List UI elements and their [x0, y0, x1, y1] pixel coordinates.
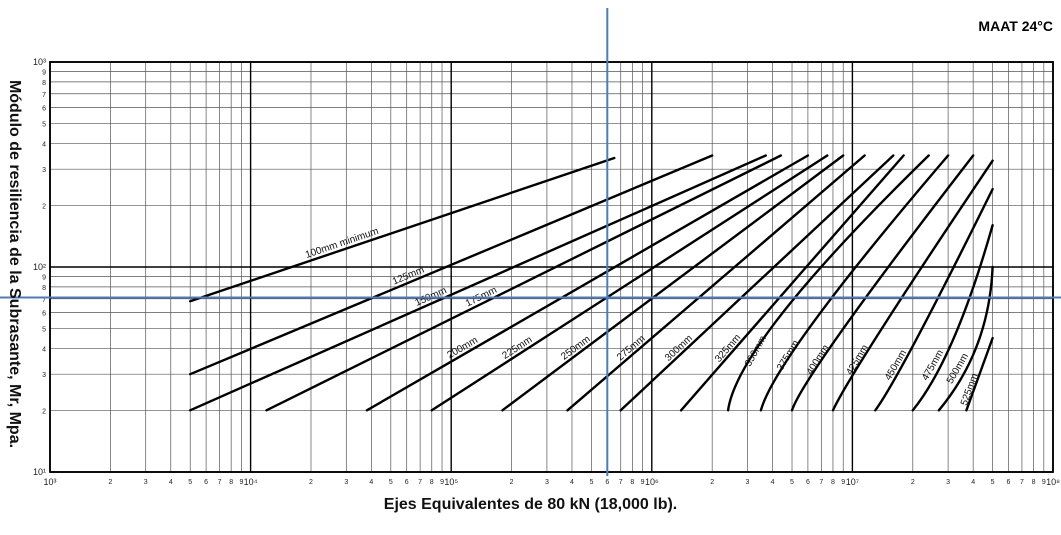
x-minor-tick-label: 5 [991, 479, 995, 486]
x-minor-tick-label: 4 [169, 479, 173, 486]
y-minor-tick-label: 2 [42, 203, 46, 210]
y-minor-tick-label: 9 [42, 69, 46, 76]
curve-line [790, 154, 975, 412]
y-minor-tick-label: 4 [42, 142, 46, 149]
y-major-tick-label: 10² [33, 262, 46, 272]
curve-line [679, 154, 905, 412]
y-minor-tick-label: 3 [42, 372, 46, 379]
y-major-tick-label: 10¹ [33, 467, 46, 477]
y-minor-tick-label: 8 [42, 285, 46, 292]
x-minor-tick-label: 5 [188, 479, 192, 486]
x-minor-tick-label: 5 [389, 479, 393, 486]
curve-line [189, 154, 767, 412]
x-minor-tick-label: 3 [545, 479, 549, 486]
x-minor-tick-label: 7 [418, 479, 422, 486]
x-minor-tick-label: 7 [819, 479, 823, 486]
x-major-tick-label: 10⁵ [444, 477, 458, 487]
y-minor-tick-label: 6 [42, 310, 46, 317]
y-minor-tick-label: 6 [42, 105, 46, 112]
x-major-tick-label: 10⁷ [846, 477, 859, 487]
y-minor-tick-label: 5 [42, 327, 46, 334]
x-minor-tick-label: 2 [309, 479, 313, 486]
x-minor-tick-label: 4 [369, 479, 373, 486]
x-minor-tick-label: 3 [946, 479, 950, 486]
x-minor-tick-label: 9 [440, 479, 444, 486]
x-minor-tick-label: 7 [218, 479, 222, 486]
curve-label: 250mm [559, 334, 592, 363]
curve-line [911, 224, 994, 412]
x-minor-tick-label: 6 [204, 479, 208, 486]
y-minor-tick-label: 8 [42, 80, 46, 87]
x-minor-tick-label: 2 [510, 479, 514, 486]
curve-label: 400mm [805, 343, 832, 377]
curve-label: 100mm minimum [304, 226, 380, 261]
x-minor-tick-label: 9 [1042, 479, 1046, 486]
x-minor-tick-label: 5 [589, 479, 593, 486]
curve-line [619, 154, 895, 412]
x-major-tick-label: 10⁸ [1046, 477, 1060, 487]
curve-label: 425mm [844, 343, 871, 377]
x-minor-tick-label: 6 [806, 479, 810, 486]
curve-line [265, 154, 783, 412]
curve-line [365, 154, 810, 412]
curve-line [831, 159, 994, 412]
x-minor-tick-label: 9 [841, 479, 845, 486]
curve-line [937, 265, 994, 412]
x-minor-tick-label: 8 [229, 479, 233, 486]
curve-line [501, 154, 845, 412]
x-minor-tick-label: 9 [641, 479, 645, 486]
y-axis-title: Módulo de resiliencia de la Subrasante, … [6, 79, 23, 449]
plot-frame [49, 61, 1054, 473]
thickness-curves [189, 154, 994, 412]
curve-label: 375mm [775, 338, 802, 372]
x-minor-tick-label: 8 [430, 479, 434, 486]
y-minor-tick-label: 4 [42, 347, 46, 354]
x-minor-tick-label: 6 [605, 479, 609, 486]
x-minor-tick-label: 4 [771, 479, 775, 486]
curve-line [189, 156, 616, 303]
curve-line [759, 154, 950, 412]
curve-line [874, 187, 994, 412]
x-minor-tick-label: 7 [1020, 479, 1024, 486]
curve-line [566, 154, 866, 412]
x-minor-tick-label: 4 [971, 479, 975, 486]
y-minor-tick-label: 3 [42, 167, 46, 174]
x-minor-tick-label: 2 [710, 479, 714, 486]
x-minor-tick-label: 4 [570, 479, 574, 486]
y-minor-tick-label: 7 [42, 297, 46, 304]
x-major-tick-label: 10⁴ [244, 477, 258, 487]
temperature-condition-label: MAAT 24°C [978, 18, 1053, 34]
curve-line [965, 336, 994, 412]
x-axis-title: Ejes Equivalentes de 80 kN (18,000 lb). [383, 496, 678, 513]
x-minor-tick-label: 2 [108, 479, 112, 486]
x-major-tick-label: 10⁶ [645, 477, 659, 487]
x-minor-tick-label: 5 [790, 479, 794, 486]
x-minor-tick-label: 9 [239, 479, 243, 486]
reference-lines [0, 8, 1061, 476]
y-minor-tick-label: 7 [42, 92, 46, 99]
x-minor-tick-label: 8 [1032, 479, 1036, 486]
x-minor-tick-label: 8 [831, 479, 835, 486]
y-major-tick-label: 10³ [33, 57, 46, 67]
x-minor-tick-label: 3 [144, 479, 148, 486]
y-minor-tick-label: 9 [42, 274, 46, 281]
x-minor-tick-label: 6 [405, 479, 409, 486]
curve-line [430, 154, 829, 412]
y-minor-tick-label: 5 [42, 122, 46, 129]
y-axis-ticks: 2 3 4 5 6 7 8 9 2 3 4 5 6 7 8 9 10¹ 10² 10³ [33, 57, 46, 477]
x-minor-tick-label: 7 [619, 479, 623, 486]
x-minor-tick-label: 2 [911, 479, 915, 486]
x-minor-tick-label: 6 [1007, 479, 1011, 486]
curve-line [189, 154, 714, 376]
x-major-tick-label: 10³ [43, 477, 56, 487]
y-minor-tick-label: 2 [42, 408, 46, 415]
x-minor-tick-label: 3 [344, 479, 348, 486]
curve-label: 350mm [743, 334, 769, 368]
x-minor-tick-label: 3 [746, 479, 750, 486]
x-minor-tick-label: 8 [630, 479, 634, 486]
curve-line [726, 154, 930, 412]
